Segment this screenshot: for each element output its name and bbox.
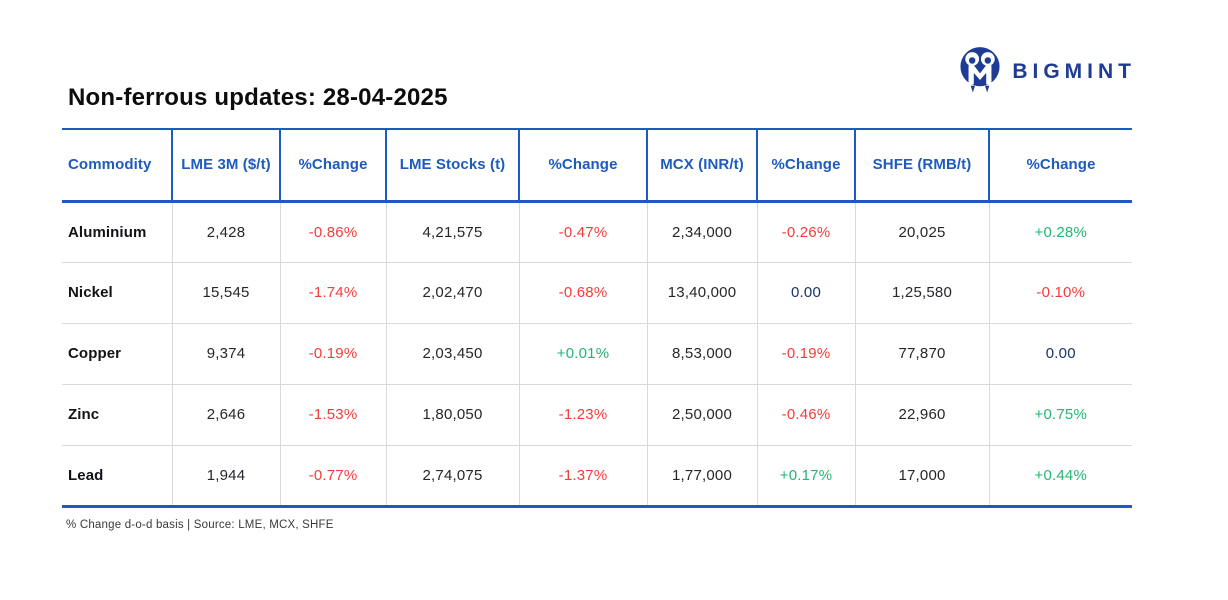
cell-shfe: 77,870 bbox=[854, 323, 989, 385]
cell-change: -0.19% bbox=[756, 323, 855, 385]
cell-change: -0.46% bbox=[756, 384, 855, 446]
cell-change: 0.00 bbox=[756, 262, 855, 324]
page-title: Non-ferrous updates: 28-04-2025 bbox=[68, 84, 448, 111]
cell-lme-stocks: 2,02,470 bbox=[385, 262, 519, 324]
cell-change: -1.23% bbox=[518, 384, 647, 446]
cell-shfe: 22,960 bbox=[854, 384, 989, 446]
cell-change: +0.28% bbox=[988, 201, 1132, 263]
cell-change: -1.74% bbox=[279, 262, 386, 324]
cell-change: -0.47% bbox=[518, 201, 647, 263]
cell-change: -1.37% bbox=[518, 445, 647, 508]
cell-lme-stocks: 2,03,450 bbox=[385, 323, 519, 385]
cell-mcx: 2,50,000 bbox=[646, 384, 757, 446]
cell-commodity: Aluminium bbox=[62, 201, 172, 263]
col-header-change-4: %Change bbox=[988, 128, 1132, 203]
cell-shfe: 20,025 bbox=[854, 201, 989, 263]
source-note: % Change d-o-d basis | Source: LME, MCX,… bbox=[66, 519, 334, 531]
cell-change: -0.86% bbox=[279, 201, 386, 263]
cell-commodity: Zinc bbox=[62, 384, 172, 446]
cell-lme-3m: 2,428 bbox=[171, 201, 280, 263]
cell-change: -0.26% bbox=[756, 201, 855, 263]
cell-commodity: Nickel bbox=[62, 262, 172, 324]
nonferrous-table: Commodity LME 3M ($/t) %Change LME Stock… bbox=[62, 128, 1132, 508]
col-header-change-3: %Change bbox=[756, 128, 855, 203]
cell-mcx: 8,53,000 bbox=[646, 323, 757, 385]
col-header-lme-3m: LME 3M ($/t) bbox=[171, 128, 280, 203]
cell-change: -0.10% bbox=[988, 262, 1132, 324]
cell-mcx: 1,77,000 bbox=[646, 445, 757, 508]
cell-lme-3m: 1,944 bbox=[171, 445, 280, 508]
table-row: Nickel 15,545 -1.74% 2,02,470 -0.68% 13,… bbox=[62, 262, 1132, 324]
cell-lme-stocks: 2,74,075 bbox=[385, 445, 519, 508]
cell-change: -0.77% bbox=[279, 445, 386, 508]
cell-shfe: 17,000 bbox=[854, 445, 989, 508]
col-header-shfe: SHFE (RMB/t) bbox=[854, 128, 989, 203]
cell-commodity: Copper bbox=[62, 323, 172, 385]
bigmint-logo-icon bbox=[960, 47, 1000, 93]
col-header-change-2: %Change bbox=[518, 128, 647, 203]
table-header-row: Commodity LME 3M ($/t) %Change LME Stock… bbox=[62, 128, 1132, 203]
cell-change: +0.17% bbox=[756, 445, 855, 508]
cell-change: -0.19% bbox=[279, 323, 386, 385]
cell-lme-3m: 2,646 bbox=[171, 384, 280, 446]
table-row: Zinc 2,646 -1.53% 1,80,050 -1.23% 2,50,0… bbox=[62, 384, 1132, 446]
cell-lme-stocks: 4,21,575 bbox=[385, 201, 519, 263]
cell-mcx: 2,34,000 bbox=[646, 201, 757, 263]
cell-change: +0.01% bbox=[518, 323, 647, 385]
cell-lme-stocks: 1,80,050 bbox=[385, 384, 519, 446]
cell-change: 0.00 bbox=[988, 323, 1132, 385]
cell-mcx: 13,40,000 bbox=[646, 262, 757, 324]
table-row: Lead 1,944 -0.77% 2,74,075 -1.37% 1,77,0… bbox=[62, 445, 1132, 508]
cell-shfe: 1,25,580 bbox=[854, 262, 989, 324]
col-header-change-1: %Change bbox=[279, 128, 386, 203]
cell-change: +0.75% bbox=[988, 384, 1132, 446]
col-header-commodity: Commodity bbox=[62, 128, 172, 203]
bigmint-logo-text: BIGMINT bbox=[1012, 59, 1136, 83]
cell-lme-3m: 9,374 bbox=[171, 323, 280, 385]
cell-change: -0.68% bbox=[518, 262, 647, 324]
col-header-mcx: MCX (INR/t) bbox=[646, 128, 757, 203]
table-row: Copper 9,374 -0.19% 2,03,450 +0.01% 8,53… bbox=[62, 323, 1132, 385]
cell-change: +0.44% bbox=[988, 445, 1132, 508]
cell-commodity: Lead bbox=[62, 445, 172, 508]
bigmint-logo: BIGMINT bbox=[959, 46, 1136, 94]
col-header-lme-stocks: LME Stocks (t) bbox=[385, 128, 519, 203]
cell-lme-3m: 15,545 bbox=[171, 262, 280, 324]
table-row: Aluminium 2,428 -0.86% 4,21,575 -0.47% 2… bbox=[62, 201, 1132, 263]
cell-change: -1.53% bbox=[279, 384, 386, 446]
